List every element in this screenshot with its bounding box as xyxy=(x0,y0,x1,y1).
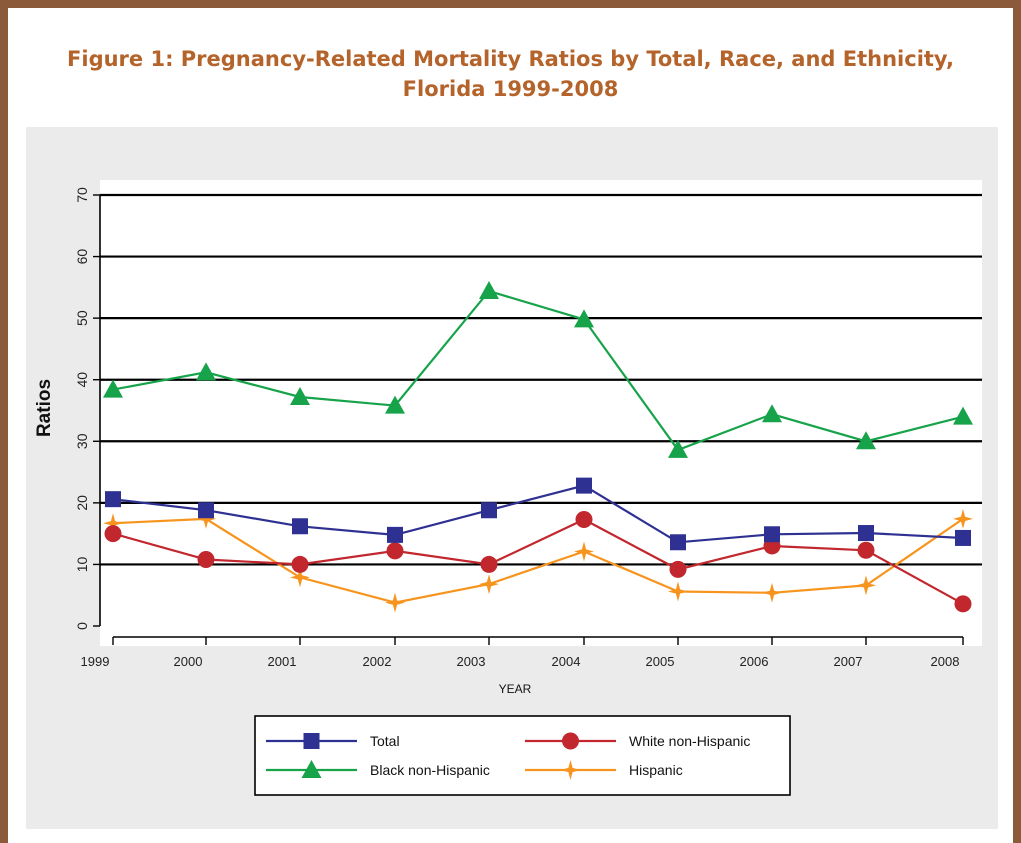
data-point-black-non-hispanic xyxy=(668,439,688,458)
data-point-black-non-hispanic xyxy=(479,281,499,300)
data-point-white-non-hispanic xyxy=(104,525,122,543)
plot-area xyxy=(100,180,982,646)
data-point-black-non-hispanic xyxy=(856,431,876,450)
data-point-black-non-hispanic xyxy=(196,362,216,381)
legend-marker xyxy=(562,732,579,750)
data-point-hispanic xyxy=(953,508,973,529)
data-point-hispanic xyxy=(856,575,876,596)
x-tick-label: 2002 xyxy=(363,654,392,669)
data-point-hispanic xyxy=(479,574,499,595)
frame-right-border xyxy=(1013,0,1021,843)
data-point-hispanic xyxy=(762,582,782,603)
data-point-total xyxy=(198,502,214,519)
y-axis-ticks: 0 10 20 30 40 50 60 70 xyxy=(74,187,100,630)
y-tick-label: 10 xyxy=(74,556,90,572)
data-point-total xyxy=(387,526,403,543)
x-tick-label: 1999 xyxy=(81,654,110,669)
series-line-white-non-hispanic xyxy=(112,518,964,605)
data-point-total xyxy=(576,477,592,494)
x-axis-ticks: 1999 2000 2001 2002 2003 2004 2005 2006 2007 2008 xyxy=(81,637,964,669)
x-tick-label: 2003 xyxy=(457,654,486,669)
data-point-hispanic xyxy=(196,508,216,529)
legend-label: Hispanic xyxy=(629,762,683,778)
data-point-total xyxy=(955,529,971,546)
x-tick-label: 2008 xyxy=(931,654,960,669)
x-tick-label: 2001 xyxy=(268,654,297,669)
legend: Total White non-Hispanic Black non-Hispani… xyxy=(254,715,791,796)
data-point-white-non-hispanic xyxy=(669,560,687,578)
y-tick-label: 30 xyxy=(74,433,90,449)
axes xyxy=(99,195,963,638)
data-point-black-non-hispanic xyxy=(574,309,594,328)
legend-item-black-non-hispanic: Black non-Hispanic xyxy=(266,760,490,778)
legend-item-total: Total xyxy=(266,733,400,749)
series-line-total xyxy=(112,484,964,544)
data-point-white-non-hispanic xyxy=(954,595,972,613)
legend-item-hispanic: Hispanic xyxy=(525,760,683,780)
data-point-black-non-hispanic xyxy=(953,406,973,425)
legend-marker xyxy=(303,733,320,749)
data-point-black-non-hispanic xyxy=(762,404,782,423)
legend-marker xyxy=(560,760,581,780)
data-point-white-non-hispanic xyxy=(386,542,404,560)
series-line-black-non-hispanic xyxy=(112,289,964,452)
gridlines xyxy=(100,193,982,566)
data-point-hispanic xyxy=(385,592,405,613)
data-point-black-non-hispanic xyxy=(103,379,123,398)
series-hispanic xyxy=(103,508,973,613)
data-point-black-non-hispanic xyxy=(290,386,310,405)
series-total xyxy=(105,477,971,551)
y-tick-label: 70 xyxy=(74,187,90,203)
y-tick-label: 50 xyxy=(74,310,90,326)
figure-title: Figure 1: Pregnancy-Related Mortality Ra… xyxy=(67,47,954,101)
data-point-total xyxy=(764,526,780,543)
frame-top-border xyxy=(0,0,1021,8)
x-tick-label: 2000 xyxy=(174,654,203,669)
data-point-white-non-hispanic xyxy=(480,555,498,573)
data-point-total xyxy=(858,525,874,542)
series-group xyxy=(103,281,973,613)
legend-box xyxy=(254,715,791,796)
x-tick-label: 2004 xyxy=(552,654,581,669)
data-point-total xyxy=(670,534,686,551)
series-line-hispanic xyxy=(112,517,964,604)
data-point-white-non-hispanic xyxy=(197,551,215,569)
series-white-non-hispanic xyxy=(104,510,972,613)
legend-item-white-non-hispanic: White non-Hispanic xyxy=(525,732,750,750)
y-tick-label: 60 xyxy=(74,249,90,265)
x-axis-label: YEAR xyxy=(499,682,532,696)
data-point-hispanic xyxy=(668,581,688,602)
x-tick-label: 2007 xyxy=(834,654,863,669)
data-point-total xyxy=(292,518,308,535)
frame-left-border xyxy=(0,0,8,843)
x-tick-label: 2006 xyxy=(740,654,769,669)
series-black-non-hispanic xyxy=(103,281,973,458)
legend-label: Black non-Hispanic xyxy=(370,762,490,778)
legend-marker xyxy=(301,760,322,778)
x-tick-label: 2005 xyxy=(646,654,675,669)
y-tick-label: 0 xyxy=(74,622,90,630)
legend-label: Total xyxy=(370,733,400,749)
y-axis-label: Ratios xyxy=(34,379,55,437)
y-tick-label: 40 xyxy=(74,372,90,388)
legend-label: White non-Hispanic xyxy=(629,733,750,749)
data-point-hispanic xyxy=(574,541,594,562)
y-tick-label: 20 xyxy=(74,495,90,511)
data-point-total xyxy=(481,502,497,519)
data-point-hispanic xyxy=(290,567,310,588)
data-point-white-non-hispanic xyxy=(857,541,875,559)
data-point-total xyxy=(105,491,121,508)
data-point-hispanic xyxy=(103,513,123,534)
data-point-white-non-hispanic xyxy=(291,555,309,573)
data-point-black-non-hispanic xyxy=(385,395,405,414)
data-point-white-non-hispanic xyxy=(575,510,593,528)
